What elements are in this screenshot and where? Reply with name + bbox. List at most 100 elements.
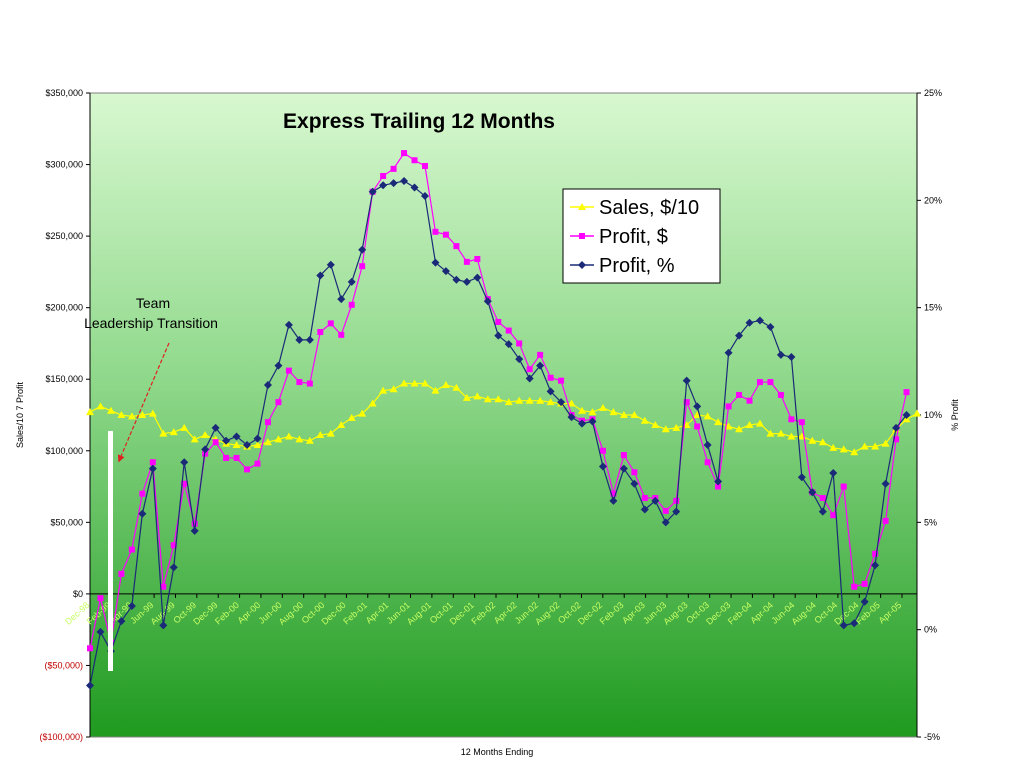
data-point xyxy=(327,320,334,327)
data-point xyxy=(390,165,397,172)
data-point xyxy=(232,441,241,449)
data-point xyxy=(505,327,512,334)
data-point xyxy=(97,595,104,602)
data-point xyxy=(244,466,251,473)
annotation: Team Leadership Transition xyxy=(84,295,218,671)
data-point xyxy=(557,398,566,407)
data-point xyxy=(735,331,744,340)
data-point xyxy=(295,335,304,344)
data-point xyxy=(223,454,230,461)
y2-tick-label: 10% xyxy=(924,410,942,420)
data-point xyxy=(159,621,168,630)
data-point xyxy=(495,318,502,325)
data-point xyxy=(829,468,838,477)
data-point xyxy=(536,361,545,370)
data-point xyxy=(547,374,554,381)
legend-label: Sales, $/10 xyxy=(599,197,699,219)
data-point xyxy=(233,454,240,461)
data-point xyxy=(588,408,597,416)
data-point xyxy=(672,507,681,516)
data-point xyxy=(400,177,409,186)
data-point xyxy=(117,411,126,418)
data-point xyxy=(212,439,219,446)
data-point xyxy=(546,398,555,406)
data-point xyxy=(766,429,775,437)
data-point xyxy=(463,258,470,265)
data-point xyxy=(871,442,880,450)
data-point xyxy=(337,295,346,304)
y2-tick-label: -5% xyxy=(924,732,940,742)
series-layer xyxy=(86,150,921,690)
data-point xyxy=(578,261,586,269)
y-axis-title: Sales/10 7 Profit xyxy=(15,381,25,448)
data-point xyxy=(693,411,702,418)
y2-tick-label: 20% xyxy=(924,195,942,205)
data-point xyxy=(630,411,639,418)
data-point xyxy=(201,431,210,439)
data-point xyxy=(902,411,911,419)
data-point xyxy=(170,542,177,549)
data-point xyxy=(788,416,795,423)
data-point xyxy=(609,496,618,505)
data-point xyxy=(818,507,827,516)
data-point xyxy=(86,408,94,416)
data-point xyxy=(149,459,156,466)
data-point xyxy=(537,351,544,358)
data-point xyxy=(452,383,461,391)
data-point xyxy=(598,462,607,471)
data-point xyxy=(411,157,418,164)
data-point xyxy=(441,267,450,276)
data-point xyxy=(494,395,503,403)
data-point xyxy=(222,436,231,445)
data-point xyxy=(620,452,627,459)
data-point xyxy=(410,183,419,192)
data-point xyxy=(808,436,817,444)
data-point xyxy=(190,435,199,443)
data-point xyxy=(851,583,858,590)
data-point xyxy=(515,396,524,404)
data-point xyxy=(274,361,283,370)
data-point xyxy=(306,380,313,387)
data-point xyxy=(913,409,921,417)
data-point xyxy=(776,429,785,437)
data-point xyxy=(567,399,576,407)
data-point xyxy=(516,340,523,347)
data-point xyxy=(379,386,388,394)
data-point xyxy=(767,379,774,386)
data-point xyxy=(673,497,680,504)
legend-label: Profit, $ xyxy=(599,226,668,248)
data-point xyxy=(389,179,398,188)
data-point xyxy=(421,162,428,169)
data-point xyxy=(610,490,617,497)
data-point xyxy=(567,413,576,422)
data-point xyxy=(253,434,262,443)
data-point xyxy=(494,331,503,340)
data-point xyxy=(515,355,524,364)
annotation-line1: Team xyxy=(136,295,170,311)
data-point xyxy=(619,464,628,473)
data-point xyxy=(316,271,325,280)
data-point xyxy=(253,441,262,449)
data-point xyxy=(358,409,367,417)
data-point xyxy=(525,396,534,404)
data-point xyxy=(483,297,492,306)
data-point xyxy=(840,483,847,490)
data-point xyxy=(766,322,775,331)
data-point xyxy=(106,406,115,414)
series-diamond xyxy=(86,177,911,690)
data-point xyxy=(525,374,534,383)
data-point xyxy=(661,518,670,527)
data-point xyxy=(190,526,199,535)
data-point xyxy=(263,438,272,446)
data-point xyxy=(316,431,325,439)
data-point xyxy=(180,423,189,431)
data-point xyxy=(483,395,492,403)
data-point xyxy=(715,483,722,490)
data-point xyxy=(420,192,429,201)
data-point xyxy=(662,507,669,514)
x-axis-title: 12 Months Ending xyxy=(461,747,534,757)
data-point xyxy=(326,429,335,437)
data-point xyxy=(127,412,136,420)
data-point xyxy=(860,597,869,606)
